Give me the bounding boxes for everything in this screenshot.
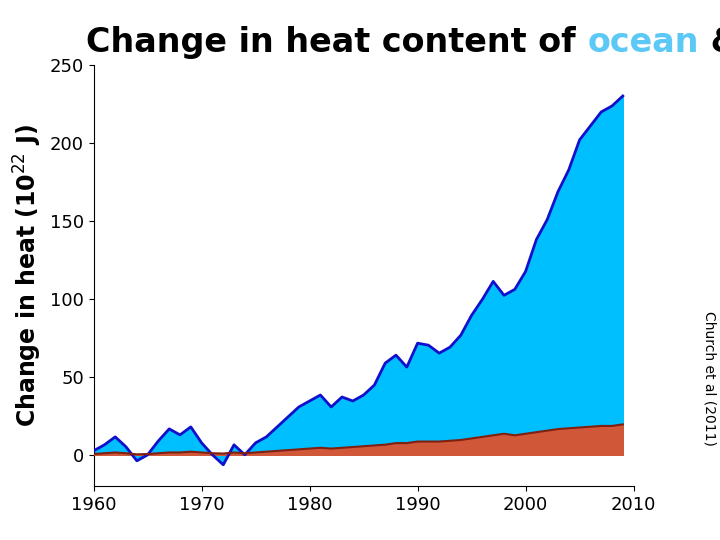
Text: Change in heat content of: Change in heat content of <box>86 26 588 59</box>
Text: ocean: ocean <box>588 26 699 59</box>
Y-axis label: Change in heat (10$^{22}$ J): Change in heat (10$^{22}$ J) <box>12 124 44 427</box>
Text: Church et al (2011): Church et al (2011) <box>703 310 716 446</box>
Text: &: & <box>699 26 720 59</box>
